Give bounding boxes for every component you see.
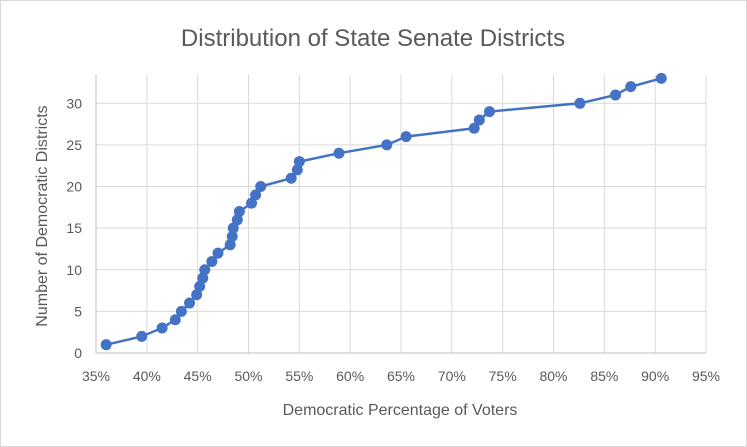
series	[100, 72, 667, 351]
data-point	[400, 131, 412, 143]
data-point	[246, 197, 258, 209]
x-tick-label: 95%	[692, 368, 720, 384]
data-point	[285, 172, 297, 184]
data-point	[291, 164, 303, 176]
gridlines	[96, 75, 707, 353]
data-point	[184, 297, 196, 309]
data-point	[473, 114, 485, 126]
data-point	[197, 272, 209, 284]
chart-title: Distribution of State Senate Districts	[181, 25, 565, 52]
x-tick-label: 55%	[285, 368, 313, 384]
y-tick-label: 20	[66, 179, 82, 195]
data-point	[610, 89, 622, 101]
x-tick-label: 75%	[489, 368, 517, 384]
x-tick-label: 70%	[438, 368, 466, 384]
x-tick-label: 60%	[336, 368, 364, 384]
data-point	[199, 264, 211, 276]
data-point	[468, 122, 480, 134]
x-tick-label: 65%	[387, 368, 415, 384]
x-tick-label: 45%	[184, 368, 212, 384]
data-point	[655, 72, 667, 84]
y-tick-label: 30	[66, 95, 82, 111]
data-point	[255, 181, 267, 193]
data-point	[574, 97, 586, 109]
data-point	[231, 214, 243, 226]
data-point	[293, 156, 305, 168]
y-tick-label: 0	[74, 345, 82, 361]
x-tick-label: 80%	[539, 368, 567, 384]
data-point	[194, 280, 206, 292]
data-point	[224, 239, 236, 251]
data-point	[136, 330, 148, 342]
data-point	[233, 206, 245, 218]
data-point	[226, 230, 238, 242]
tick-labels: 35% 40% 45% 50% 55% 60% 65% 70% 75% 80% 85% 90% 95% 0…	[66, 95, 720, 384]
data-point	[483, 106, 495, 118]
data-point	[169, 314, 181, 326]
y-tick-label: 10	[66, 262, 82, 278]
data-point	[250, 189, 262, 201]
data-point	[100, 339, 112, 351]
y-axis-title: Number of Democratic Districts	[34, 105, 51, 326]
x-tick-label: 85%	[590, 368, 618, 384]
x-tick-label: 40%	[133, 368, 161, 384]
x-tick-label: 35%	[82, 368, 110, 384]
x-tick-label: 50%	[234, 368, 262, 384]
data-point	[156, 322, 168, 334]
y-tick-label: 5	[74, 303, 82, 319]
data-point	[333, 147, 345, 159]
data-point	[212, 247, 224, 259]
data-point	[206, 255, 218, 267]
x-tick-label: 90%	[641, 368, 669, 384]
y-tick-label: 25	[66, 137, 82, 153]
data-point	[191, 289, 203, 301]
data-point	[175, 305, 187, 317]
x-axis-title: Democratic Percentage of Voters	[283, 402, 518, 419]
data-point	[227, 222, 239, 234]
axes	[95, 75, 706, 354]
y-tick-label: 15	[66, 220, 82, 236]
data-point	[625, 81, 637, 93]
data-point	[381, 139, 393, 151]
